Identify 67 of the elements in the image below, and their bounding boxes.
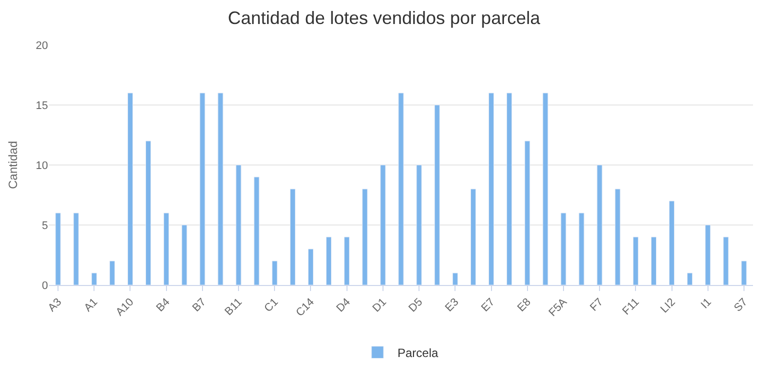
bar — [290, 188, 296, 285]
bar — [182, 224, 188, 285]
bar — [109, 260, 115, 285]
x-tick-label: S7 — [732, 296, 750, 314]
x-tick-label: B7 — [190, 296, 208, 314]
x-tick-label: I1 — [698, 296, 714, 312]
x-tick-label: D4 — [334, 296, 353, 315]
x-tick-label: LI2 — [658, 296, 678, 316]
bar — [614, 188, 620, 285]
x-tick-label: A1 — [82, 296, 100, 314]
bar — [632, 236, 638, 285]
y-axis-title: Cantidad — [6, 140, 20, 190]
bar — [434, 104, 440, 285]
bar — [91, 272, 97, 285]
bar — [308, 248, 314, 285]
bar — [73, 212, 79, 285]
bar — [218, 92, 224, 285]
x-tick-label: C1 — [262, 296, 281, 315]
bar — [687, 272, 693, 285]
bar — [55, 212, 61, 285]
y-tick-label: 20 — [36, 40, 48, 52]
x-tick-label: A10 — [114, 296, 136, 319]
bar — [542, 92, 548, 285]
x-tick-label: E7 — [479, 296, 498, 314]
bar — [650, 236, 656, 285]
y-tick-label: 10 — [36, 160, 48, 172]
bar — [380, 164, 386, 285]
x-tick-label: C14 — [294, 296, 317, 319]
y-tick-label: 5 — [42, 220, 48, 232]
bar — [470, 188, 476, 285]
bar — [705, 224, 711, 285]
bar — [596, 164, 602, 285]
y-tick-label: 15 — [36, 100, 48, 112]
x-tick-label: F5A — [546, 296, 570, 319]
x-tick-label: E3 — [443, 296, 462, 314]
bar — [668, 200, 675, 285]
x-tick-label: B11 — [222, 296, 245, 318]
bar — [146, 140, 152, 285]
bar — [236, 164, 242, 285]
bar — [578, 212, 584, 285]
bar — [326, 236, 332, 285]
bar — [362, 188, 368, 285]
x-tick-label: F7 — [588, 296, 606, 314]
chart-title: Cantidad de lotes vendidos por parcela — [228, 8, 542, 28]
x-tick-label: D1 — [370, 296, 389, 315]
legend-label: Parcela — [398, 346, 439, 360]
bar — [741, 260, 747, 285]
bar — [164, 212, 170, 285]
bar — [524, 140, 530, 285]
bar — [452, 272, 458, 285]
x-tick-label: A3 — [46, 296, 64, 314]
bar — [344, 236, 350, 285]
bar — [488, 92, 494, 285]
x-tick-label: E8 — [515, 296, 534, 314]
bar — [560, 212, 566, 285]
bar — [398, 92, 404, 285]
bar — [723, 236, 729, 285]
bar — [506, 92, 512, 285]
bar — [416, 164, 422, 285]
y-tick-label: 0 — [42, 280, 48, 292]
x-tick-label: B4 — [154, 296, 172, 314]
bar — [200, 92, 206, 285]
x-tick-label: D5 — [406, 296, 426, 315]
bar — [272, 260, 278, 285]
bar — [127, 92, 134, 285]
x-tick-label: F11 — [620, 296, 642, 318]
bar — [254, 176, 260, 285]
